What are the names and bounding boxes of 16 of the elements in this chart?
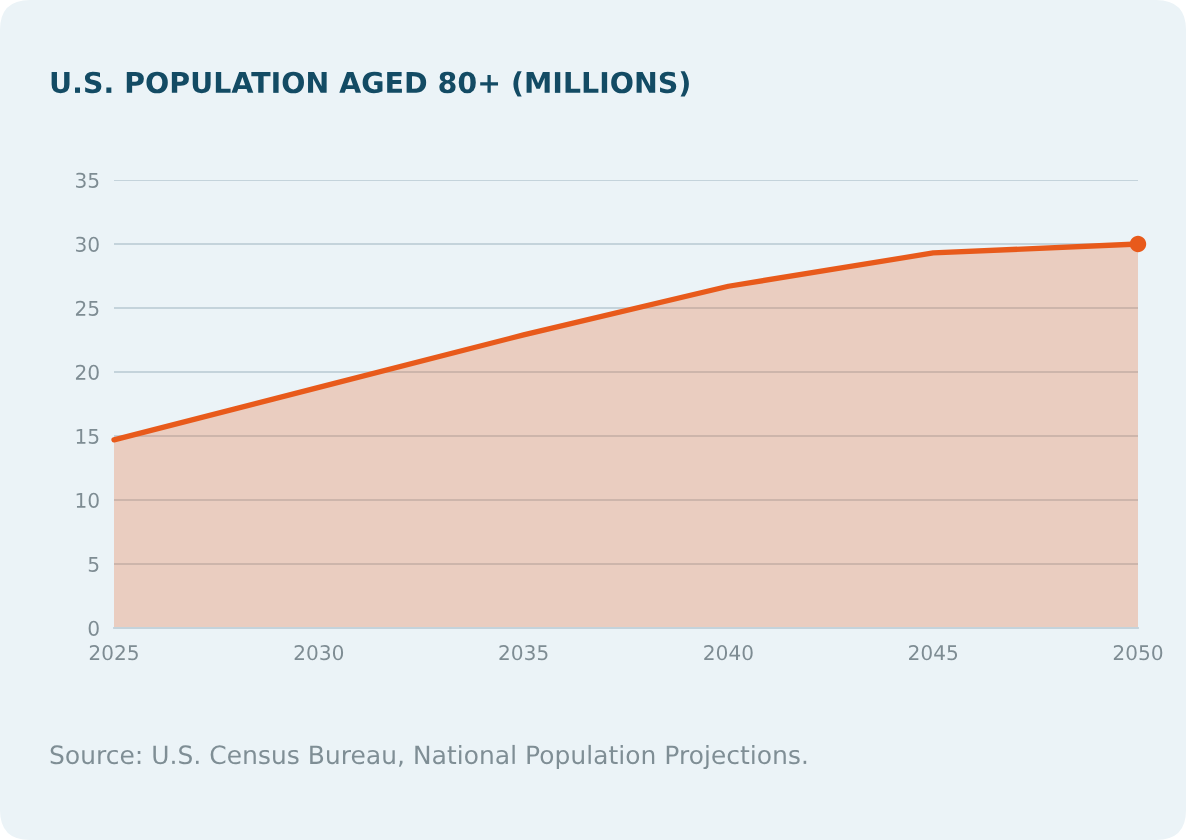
y-tick-label: 35 (76, 172, 99, 188)
x-tick-label: 2040 (704, 645, 753, 661)
x-tick-label: 2045 (909, 645, 958, 661)
x-tick-label: 2050 (1113, 645, 1163, 661)
y-tick-label: 20 (75, 364, 99, 380)
y-tick-label: 15 (76, 428, 99, 444)
y-tick-label: 10 (76, 492, 99, 508)
source-note: Source: U.S. Census Bureau, National Population Projections. (50, 744, 807, 770)
y-tick-label: 5 (88, 556, 99, 572)
x-tick-label: 2035 (499, 645, 548, 661)
x-tick-label: 2025 (89, 645, 138, 661)
chart-title: U.S. POPULATION AGED 80+ (MILLIONS) (51, 71, 689, 97)
y-tick-label: 30 (76, 236, 99, 252)
x-tick-label: 2030 (294, 645, 344, 661)
y-tick-label: 0 (88, 620, 99, 636)
y-tick-label: 25 (75, 300, 99, 316)
